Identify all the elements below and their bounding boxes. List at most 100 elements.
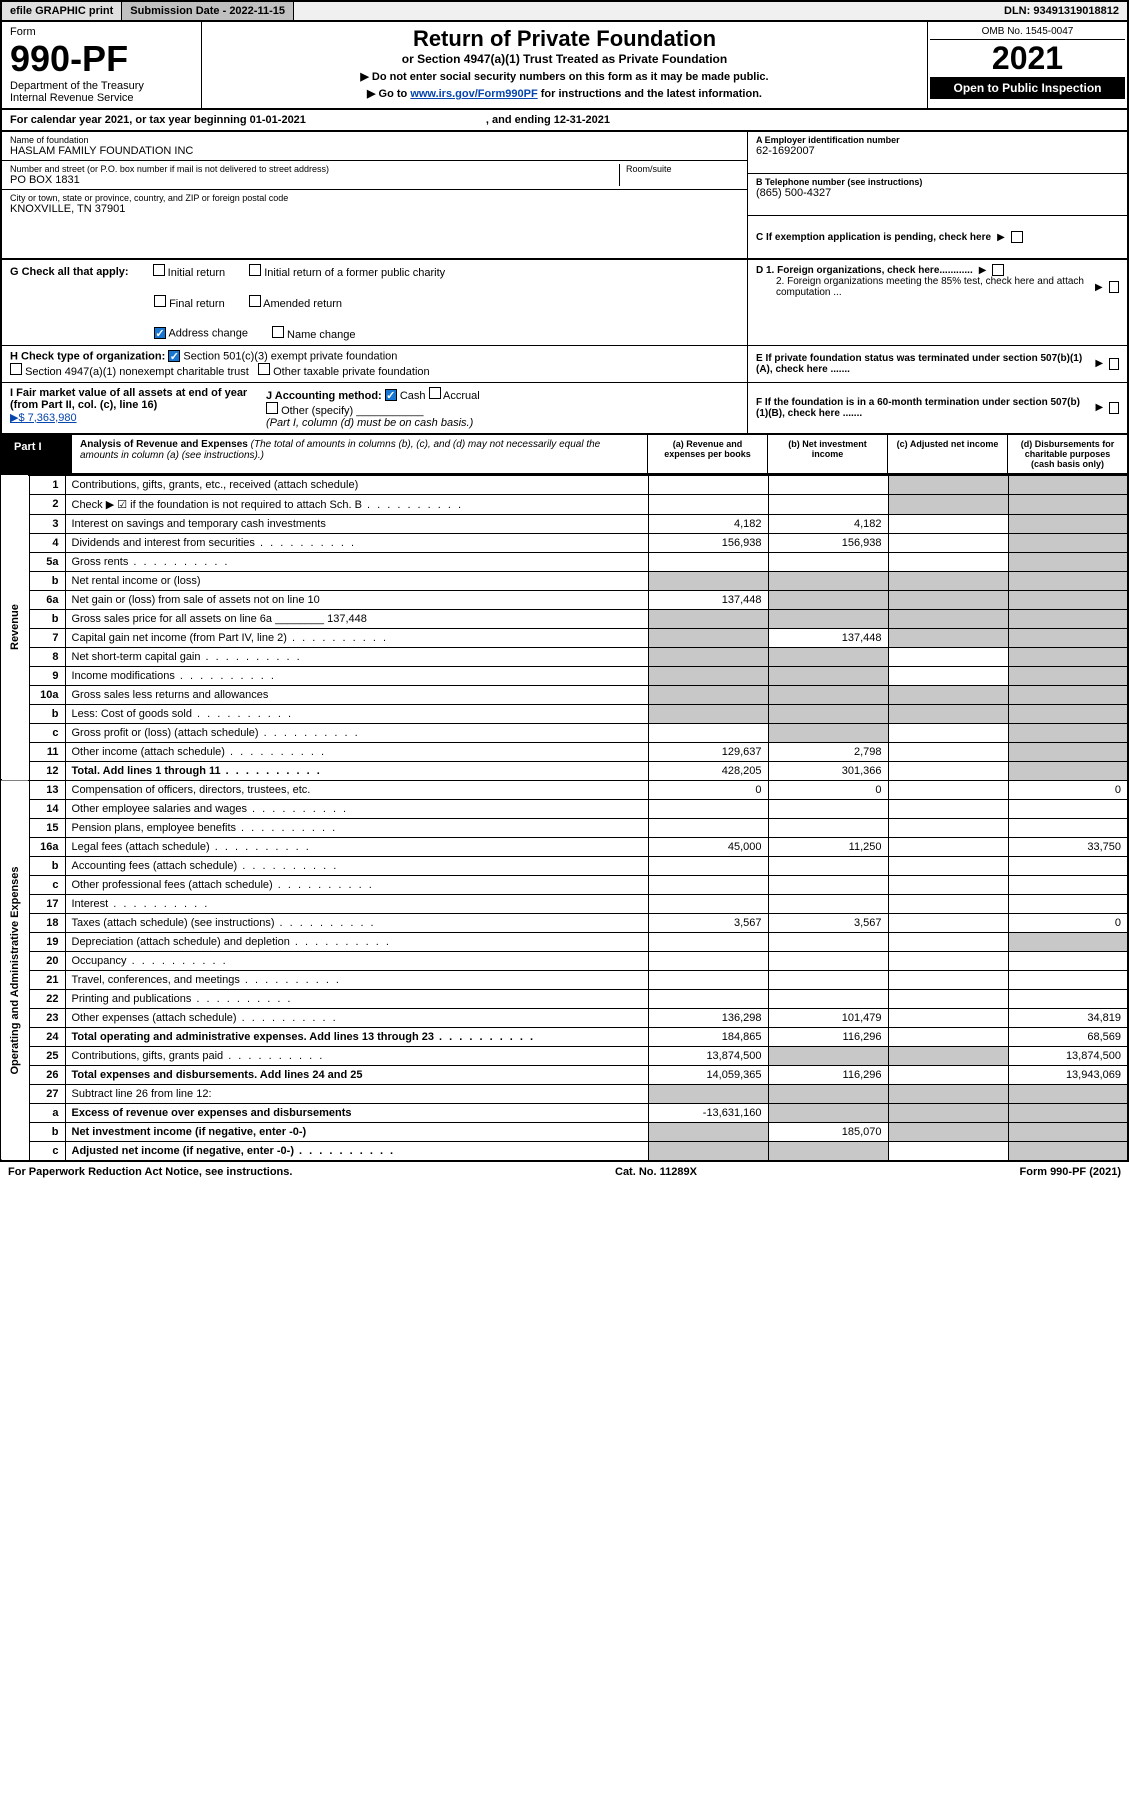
amt-cell: [888, 1141, 1008, 1161]
table-row: 6aNet gain or (loss) from sale of assets…: [1, 590, 1128, 609]
g-cb-5[interactable]: [272, 326, 284, 338]
g-opt-1: Initial return of a former public charit…: [264, 267, 445, 279]
amt-cell: 33,750: [1008, 837, 1128, 856]
g-cb-2[interactable]: [154, 295, 166, 307]
row-desc: Travel, conferences, and meetings: [65, 970, 648, 989]
table-row: 12Total. Add lines 1 through 11428,20530…: [1, 761, 1128, 780]
table-row: aExcess of revenue over expenses and dis…: [1, 1103, 1128, 1122]
table-row: Revenue1Contributions, gifts, grants, et…: [1, 475, 1128, 494]
amt-cell: [1008, 818, 1128, 837]
table-row: 16aLegal fees (attach schedule)45,00011,…: [1, 837, 1128, 856]
table-row: 22Printing and publications: [1, 989, 1128, 1008]
row-num: b: [29, 856, 65, 875]
g-section: G Check all that apply: Initial return I…: [2, 260, 747, 345]
form990pf-link[interactable]: www.irs.gov/Form990PF: [410, 88, 537, 100]
table-row: 25Contributions, gifts, grants paid13,87…: [1, 1046, 1128, 1065]
h-cb-0[interactable]: ✓: [168, 350, 180, 362]
amt-cell: 156,938: [648, 533, 768, 552]
j-cash: Cash: [400, 390, 426, 402]
amt-cell: 116,296: [768, 1027, 888, 1046]
amt-cell: [888, 704, 1008, 723]
amt-cell: [768, 932, 888, 951]
h-cb-1[interactable]: [10, 363, 22, 375]
part1-header: Part I Analysis of Revenue and Expenses …: [0, 435, 1129, 475]
row-num: 1: [29, 475, 65, 494]
d1-checkbox[interactable]: [992, 264, 1004, 276]
c-cell: C If exemption application is pending, c…: [748, 216, 1127, 258]
footer-mid: Cat. No. 11289X: [615, 1166, 697, 1178]
amt-cell: 4,182: [648, 514, 768, 533]
h-cb-2[interactable]: [258, 363, 270, 375]
amt-cell: [648, 989, 768, 1008]
amt-cell: [888, 1122, 1008, 1141]
form-label: Form: [10, 26, 193, 38]
e-checkbox[interactable]: [1109, 358, 1119, 370]
row-desc: Net rental income or (loss): [65, 571, 648, 590]
h-opt-2: Other taxable private foundation: [273, 366, 430, 378]
row-num: c: [29, 1141, 65, 1161]
amt-cell: [648, 894, 768, 913]
row-desc: Gross sales less returns and allowances: [65, 685, 648, 704]
amt-cell: 13,874,500: [648, 1046, 768, 1065]
amt-cell: [888, 590, 1008, 609]
row-num: b: [29, 1122, 65, 1141]
amt-cell: [768, 475, 888, 494]
amt-cell: 11,250: [768, 837, 888, 856]
header-left: Form 990-PF Department of the Treasury I…: [2, 22, 202, 108]
c-checkbox[interactable]: [1011, 231, 1023, 243]
g-cb-0[interactable]: [153, 264, 165, 276]
f-label: F If the foundation is in a 60-month ter…: [756, 397, 1090, 419]
phone: (865) 500-4327: [756, 187, 1119, 199]
amt-cell: [888, 1065, 1008, 1084]
amt-cell: [888, 1008, 1008, 1027]
d2-checkbox[interactable]: [1109, 281, 1119, 293]
row-desc: Interest on savings and temporary cash i…: [65, 514, 648, 533]
j-other: Other (specify): [281, 405, 353, 417]
h-opt-0: Section 501(c)(3) exempt private foundat…: [183, 351, 397, 363]
amt-cell: [648, 685, 768, 704]
table-row: 27Subtract line 26 from line 12:: [1, 1084, 1128, 1103]
table-row: 4Dividends and interest from securities1…: [1, 533, 1128, 552]
omb: OMB No. 1545-0047: [930, 24, 1125, 40]
table-row: 9Income modifications: [1, 666, 1128, 685]
g-cb-3[interactable]: [249, 295, 261, 307]
note2-pre: ▶ Go to: [367, 88, 410, 100]
part1-cols: (a) Revenue and expenses per books (b) N…: [647, 435, 1127, 473]
amt-cell: [648, 704, 768, 723]
j-other-cb[interactable]: [266, 402, 278, 414]
note-link: ▶ Go to www.irs.gov/Form990PF for instru…: [206, 87, 923, 100]
amt-cell: [648, 856, 768, 875]
i-row: I Fair market value of all assets at end…: [0, 383, 1129, 435]
table-row: 26Total expenses and disbursements. Add …: [1, 1065, 1128, 1084]
g-cb-4[interactable]: ✓: [154, 327, 166, 339]
table-row: cAdjusted net income (if negative, enter…: [1, 1141, 1128, 1161]
amt-cell: [888, 609, 1008, 628]
row-num: 16a: [29, 837, 65, 856]
row-num: 9: [29, 666, 65, 685]
amt-cell: [1008, 704, 1128, 723]
amt-cell: [888, 1027, 1008, 1046]
ij-section: I Fair market value of all assets at end…: [2, 383, 747, 433]
i-value[interactable]: ▶$ 7,363,980: [10, 412, 77, 424]
table-row: 17Interest: [1, 894, 1128, 913]
j-cash-cb[interactable]: ✓: [385, 389, 397, 401]
amt-cell: [648, 1122, 768, 1141]
amt-cell: [888, 913, 1008, 932]
g-row: G Check all that apply: Initial return I…: [0, 260, 1129, 346]
amt-cell: [888, 494, 1008, 514]
amt-cell: [1008, 723, 1128, 742]
amt-cell: [1008, 685, 1128, 704]
amt-cell: 2,798: [768, 742, 888, 761]
amt-cell: [648, 875, 768, 894]
amt-cell: [768, 1046, 888, 1065]
amt-cell: [1008, 514, 1128, 533]
amt-cell: [768, 951, 888, 970]
table-row: bGross sales price for all assets on lin…: [1, 609, 1128, 628]
g-cb-1[interactable]: [249, 264, 261, 276]
row-desc: Subtract line 26 from line 12:: [65, 1084, 648, 1103]
j-accrual-cb[interactable]: [429, 387, 441, 399]
row-desc: Other expenses (attach schedule): [65, 1008, 648, 1027]
amt-cell: [768, 856, 888, 875]
amt-cell: [1008, 533, 1128, 552]
f-checkbox[interactable]: [1109, 402, 1119, 414]
